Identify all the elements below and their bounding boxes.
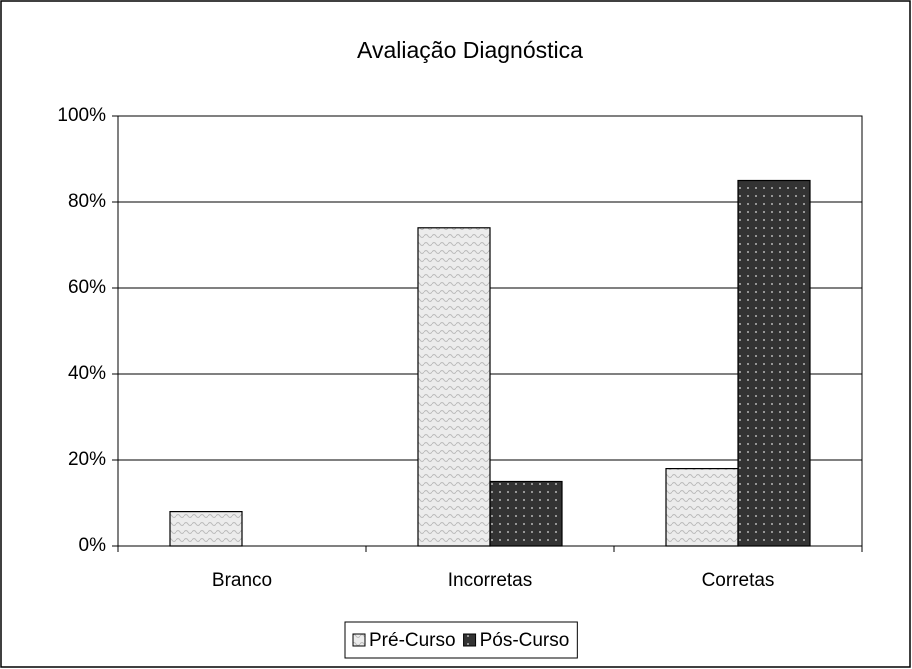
legend-box <box>344 621 578 659</box>
x-tick-label: Branco <box>212 570 272 591</box>
y-tick-label: 0% <box>79 535 107 556</box>
legend-label: Pré-Curso <box>369 630 456 651</box>
y-tick-label: 100% <box>57 105 106 126</box>
legend-swatch <box>352 633 366 647</box>
y-tick-label: 40% <box>68 363 106 384</box>
chart-title: Avaliação Diagnóstica <box>357 37 583 63</box>
bar <box>489 480 563 547</box>
x-tick-label: Corretas <box>702 570 775 591</box>
bar <box>169 511 243 547</box>
x-tick-label: Incorretas <box>448 570 532 591</box>
y-tick-label: 60% <box>68 277 106 298</box>
bar <box>665 468 739 547</box>
y-tick-label: 80% <box>68 191 106 212</box>
legend-label: Pós-Curso <box>480 630 570 651</box>
bar <box>737 179 811 547</box>
y-tick-label: 20% <box>68 449 106 470</box>
bar <box>417 227 491 547</box>
legend-swatch <box>463 633 477 647</box>
